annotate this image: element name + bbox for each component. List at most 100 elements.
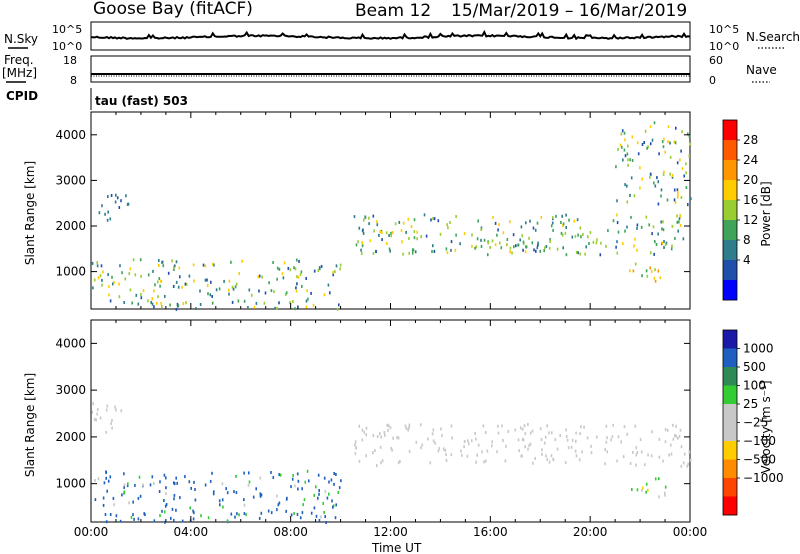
heatmap-cell xyxy=(532,461,534,465)
heatmap-cell xyxy=(137,496,140,500)
heatmap-cell xyxy=(211,471,213,475)
heatmap-cell xyxy=(390,234,392,238)
colorbar-tick-label: 20 xyxy=(743,173,758,187)
heatmap-cell xyxy=(634,237,636,241)
heatmap-cell xyxy=(480,228,482,231)
heatmap-cell xyxy=(631,488,633,491)
heatmap-cell xyxy=(445,453,447,457)
heatmap-cell xyxy=(176,481,178,485)
heatmap-cell xyxy=(433,249,436,253)
heatmap-cell xyxy=(605,440,608,444)
heatmap-cell xyxy=(672,423,674,427)
heatmap-cell xyxy=(278,473,280,477)
heatmap-cell xyxy=(681,167,684,171)
heatmap-cell xyxy=(450,453,453,457)
heatmap-cell xyxy=(102,503,105,507)
heatmap-cell xyxy=(651,430,653,434)
heatmap-cell xyxy=(677,190,679,194)
date-range: 15/Mar/2019 – 16/Mar/2019 xyxy=(451,1,687,21)
heatmap-cell xyxy=(317,496,319,500)
heatmap-cell xyxy=(667,140,669,144)
heatmap-cell xyxy=(649,251,652,255)
heatmap-cell xyxy=(667,125,670,129)
heatmap-cell xyxy=(622,455,625,459)
heatmap-cell xyxy=(153,305,155,309)
heatmap-cell xyxy=(662,145,665,149)
heatmap-cell xyxy=(120,199,122,203)
heatmap-cell xyxy=(147,273,150,277)
heatmap-cell xyxy=(279,473,282,477)
heatmap-cell xyxy=(548,431,550,435)
heatmap-cell xyxy=(685,162,687,166)
heatmap-cell xyxy=(276,508,278,512)
heatmap-cell xyxy=(671,175,674,179)
x-tick-label: 08:00 xyxy=(273,525,308,539)
heatmap-cell xyxy=(381,231,383,234)
colorbar-frame xyxy=(722,119,738,301)
heatmap-cell xyxy=(160,301,162,305)
heatmap-cell xyxy=(476,237,479,241)
heatmap-cell xyxy=(190,486,192,490)
heatmap-cell xyxy=(223,279,225,283)
heatmap-cell xyxy=(234,515,236,519)
heatmap-cell xyxy=(361,244,364,248)
heatmap-cell xyxy=(506,238,509,241)
heatmap-cell xyxy=(179,496,181,500)
heatmap-cell xyxy=(636,226,638,230)
heatmap-cell xyxy=(468,442,470,446)
heatmap-cell xyxy=(492,215,494,219)
heatmap-cell xyxy=(192,517,195,521)
heatmap-cell xyxy=(676,214,678,218)
heatmap-cell xyxy=(529,431,532,435)
heatmap-cell xyxy=(687,462,690,466)
heatmap-cell xyxy=(529,219,531,223)
heatmap-cell xyxy=(118,282,120,286)
heatmap-cell xyxy=(540,215,543,219)
heatmap-cell xyxy=(147,299,149,303)
heatmap-cell xyxy=(360,248,362,252)
heatmap-cell xyxy=(574,234,577,238)
heatmap-cell xyxy=(624,154,627,158)
heatmap-cell xyxy=(420,446,422,450)
heatmap-cell xyxy=(545,454,547,458)
heatmap-cell xyxy=(332,505,334,509)
heatmap-cell xyxy=(128,272,131,276)
heatmap-cell xyxy=(194,498,197,502)
heatmap-cell xyxy=(243,503,246,507)
heatmap-cell xyxy=(680,445,683,449)
heatmap-cell xyxy=(116,196,119,200)
heatmap-cell xyxy=(675,434,677,438)
heatmap-cell xyxy=(649,266,651,270)
heatmap-cell xyxy=(648,223,650,227)
heatmap-cell xyxy=(105,520,108,524)
heatmap-cell xyxy=(301,511,304,515)
heatmap-cell xyxy=(606,450,609,454)
heatmap-cell xyxy=(171,507,174,511)
heatmap-cell xyxy=(132,500,134,504)
heatmap-cell xyxy=(114,405,116,409)
heatmap-cell xyxy=(355,243,358,247)
heatmap-cell xyxy=(431,432,434,436)
heatmap-cell xyxy=(248,480,251,484)
colorbar-tick-label: −1000 xyxy=(743,471,784,485)
heatmap-cell xyxy=(679,428,682,432)
heatmap-cell xyxy=(215,288,218,292)
heatmap-cell xyxy=(641,488,643,492)
heatmap-cell xyxy=(671,244,673,248)
heatmap-cell xyxy=(378,233,380,237)
x-tick-label: 20:00 xyxy=(573,525,608,539)
heatmap-cell xyxy=(447,226,449,230)
heatmap-cell xyxy=(123,490,126,494)
heatmap-cell xyxy=(372,434,375,438)
heatmap-cell xyxy=(651,138,654,142)
heatmap-cell xyxy=(685,186,688,189)
heatmap-cell xyxy=(437,449,440,453)
heatmap-cell xyxy=(226,519,229,523)
heatmap-cell xyxy=(545,245,548,248)
heatmap-cell xyxy=(110,194,113,197)
heatmap-cell xyxy=(509,250,511,254)
heatmap-cell xyxy=(679,223,682,227)
heatmap-cell xyxy=(565,226,567,229)
heatmap-cell xyxy=(334,270,336,274)
colorbar-segment xyxy=(723,459,737,479)
